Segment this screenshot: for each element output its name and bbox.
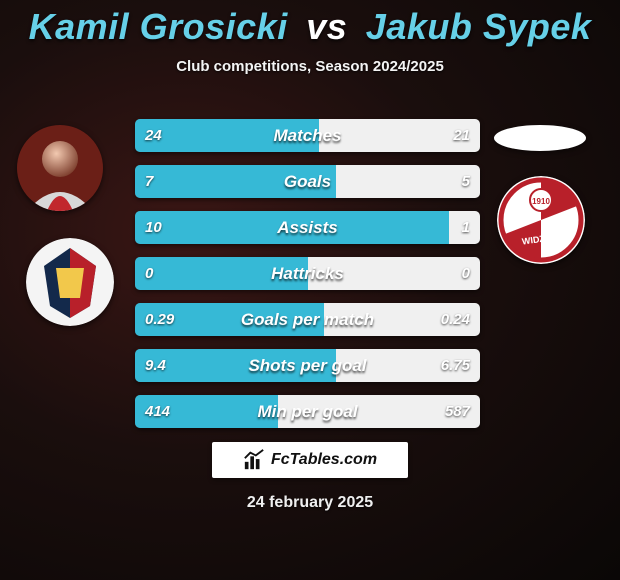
bar-right-fill	[336, 165, 480, 198]
page-title: Kamil Grosicki vs Jakub Sypek	[0, 0, 620, 48]
bar-right-fill	[449, 211, 480, 244]
title-vs: vs	[306, 6, 347, 47]
player1-photo	[17, 125, 103, 211]
stat-row: 9.46.75Shots per goal	[135, 349, 480, 382]
stat-row: 0.290.24Goals per match	[135, 303, 480, 336]
bar-left-fill	[135, 211, 449, 244]
stat-row: 00Hattricks	[135, 257, 480, 290]
stat-row: 101Assists	[135, 211, 480, 244]
stat-row: 2421Matches	[135, 119, 480, 152]
bar-right-fill	[324, 303, 480, 336]
bar-right-fill	[308, 257, 481, 290]
stats-bars: 2421Matches 75Goals 101Assists 00Hattricks 0…	[135, 119, 480, 441]
bar-chart-icon	[243, 449, 265, 471]
player2-club-crest: 1910 WIDZEW	[497, 176, 585, 264]
stat-row: 414587Min per goal	[135, 395, 480, 428]
svg-text:1910: 1910	[532, 197, 550, 206]
bar-right-fill	[278, 395, 480, 428]
bar-left-fill	[135, 257, 308, 290]
bar-right-fill	[319, 119, 480, 152]
bar-left-fill	[135, 165, 336, 198]
bar-left-fill	[135, 395, 278, 428]
subtitle: Club competitions, Season 2024/2025	[0, 58, 620, 75]
avatar-placeholder-icon	[17, 125, 103, 211]
footer-date: 24 february 2025	[0, 494, 620, 512]
title-player2: Jakub Sypek	[366, 6, 592, 47]
club-crest-icon: 1910 WIDZEW	[497, 176, 585, 264]
brand-badge: FcTables.com	[212, 442, 408, 478]
bar-right-fill	[336, 349, 480, 382]
content-root: Kamil Grosicki vs Jakub Sypek Club compe…	[0, 0, 620, 580]
player2-photo	[494, 125, 586, 151]
bar-left-fill	[135, 303, 324, 336]
player1-club-crest	[26, 238, 114, 326]
title-player1: Kamil Grosicki	[29, 6, 288, 47]
bar-left-fill	[135, 119, 319, 152]
stat-row: 75Goals	[135, 165, 480, 198]
bar-left-fill	[135, 349, 336, 382]
brand-text: FcTables.com	[271, 451, 377, 469]
club-crest-icon	[26, 238, 114, 326]
